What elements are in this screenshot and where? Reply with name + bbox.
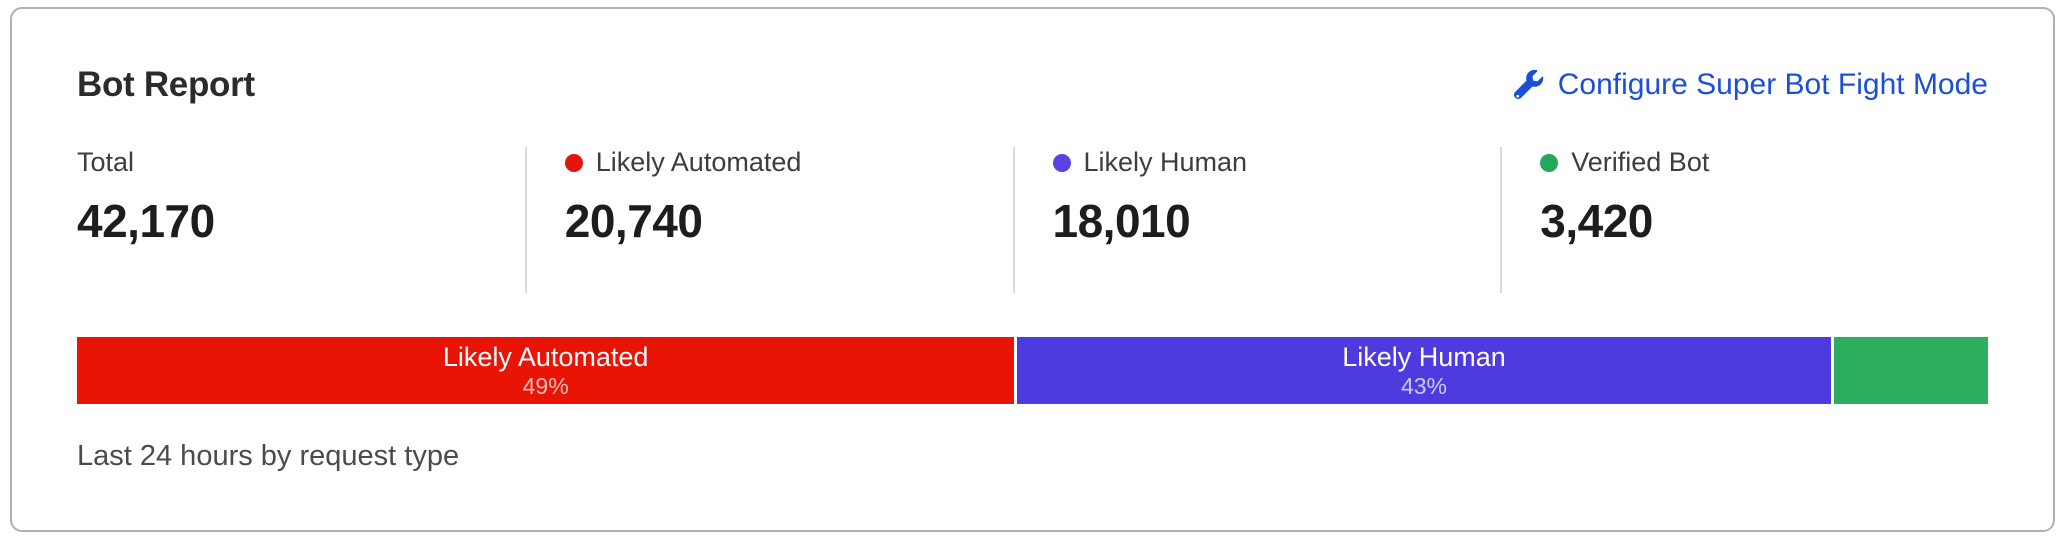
stat-likely-automated: Likely Automated 20,740: [527, 147, 1013, 293]
segment-percent: 49%: [522, 372, 569, 399]
likely-human-dot-icon: [1052, 153, 1071, 172]
stat-likely-human: Likely Human 18,010: [1015, 147, 1501, 293]
segment-percent: 43%: [1400, 372, 1447, 399]
bot-report-card: Bot Report Configure Super Bot Fight Mod…: [10, 7, 2055, 532]
bar-segment-verified-bot: [1833, 337, 1988, 404]
stat-value: 42,170: [77, 195, 215, 247]
configure-link-label: Configure Super Bot Fight Mode: [1557, 68, 1988, 101]
segment-label: Likely Automated: [442, 341, 649, 372]
bar-segment-likely-automated: Likely Automated 49%: [77, 337, 1015, 404]
divider: [1012, 147, 1015, 293]
likely-automated-dot-icon: [564, 153, 583, 172]
bar-segment-likely-human: Likely Human 43%: [1017, 337, 1831, 404]
stat-value: 18,010: [1052, 195, 1191, 247]
stat-label: Likely Automated: [595, 147, 802, 177]
stat-value: 20,740: [564, 195, 703, 247]
time-range-footnote: Last 24 hours by request type: [77, 440, 460, 472]
stat-verified-bot: Verified Bot 3,420: [1502, 147, 1988, 293]
stat-label: Total: [77, 147, 135, 177]
wrench-icon: [1513, 70, 1544, 100]
segment-label: Likely Human: [1342, 341, 1506, 372]
stacked-bar-chart: Likely Automated 49% Likely Human 43%: [77, 337, 1988, 404]
stat-label: Verified Bot: [1571, 147, 1710, 177]
stat-label: Likely Human: [1083, 147, 1248, 177]
page-title: Bot Report: [77, 65, 255, 104]
card-header: Bot Report Configure Super Bot Fight Mod…: [77, 9, 1988, 105]
divider: [524, 147, 527, 293]
stats-row: Total 42,170 Likely Automated 20,740 Lik…: [77, 147, 1988, 293]
configure-super-bot-fight-mode-link[interactable]: Configure Super Bot Fight Mode: [1513, 68, 1988, 102]
stat-total: Total 42,170: [77, 147, 525, 293]
divider: [1500, 147, 1503, 293]
stat-value: 3,420: [1540, 195, 1653, 247]
verified-bot-dot-icon: [1540, 153, 1559, 172]
